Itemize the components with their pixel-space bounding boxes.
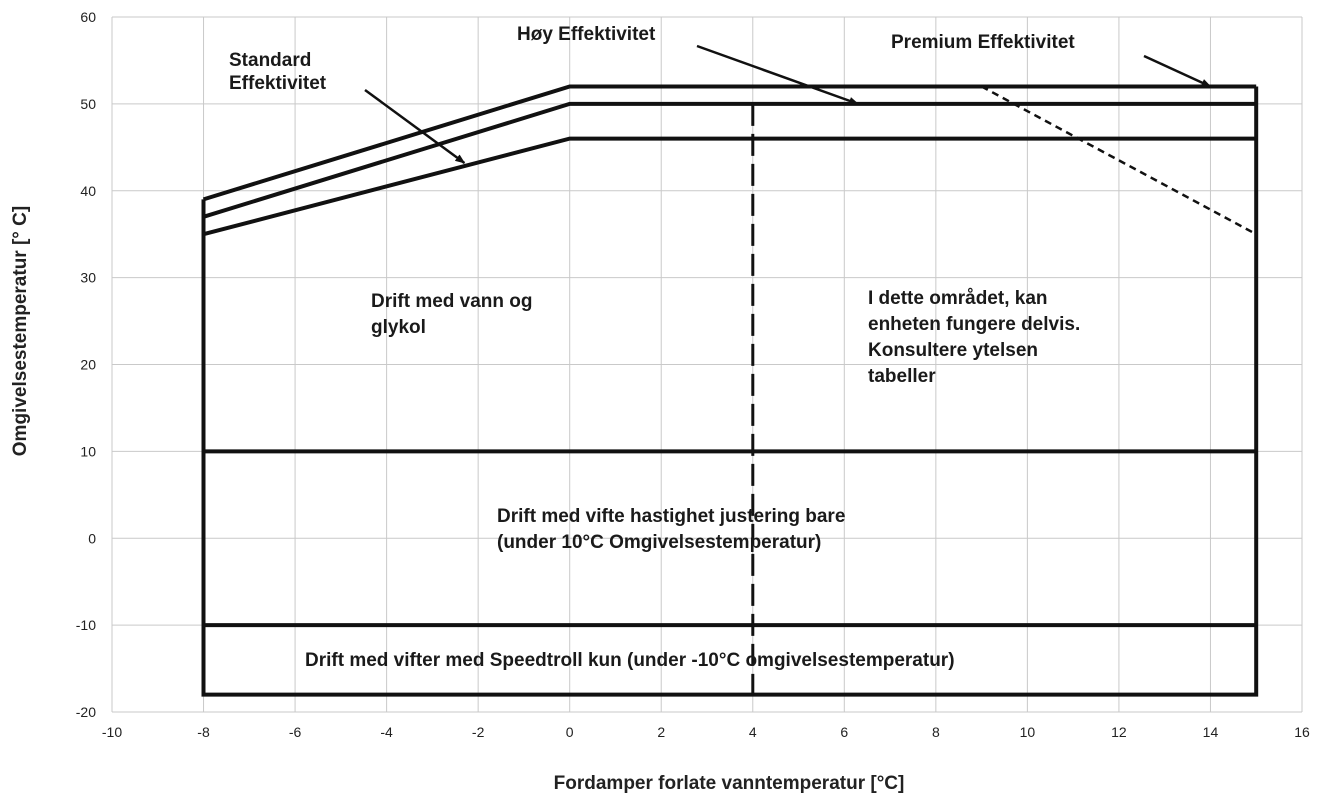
grid <box>111 16 1303 713</box>
annotation-partial-line: Konsultere ytelsen <box>868 340 1038 361</box>
annotation-partial-line: enheten fungere delvis. <box>868 314 1080 335</box>
annotation-prem-arrow <box>1143 54 1212 88</box>
annotation-std-line: Standard <box>229 50 311 71</box>
x-axis-title: Fordamper forlate vanntemperatur [°C] <box>554 773 905 794</box>
x-tick-label: 16 <box>1294 724 1310 740</box>
annotation-partial-line: I dette området, kan <box>868 288 1048 309</box>
y-tick-label: 60 <box>80 9 96 25</box>
x-tick-label: 0 <box>566 724 574 740</box>
annotation-hoy-arrow <box>696 44 859 106</box>
y-tick-label: -10 <box>76 617 96 633</box>
y-tick-label: 20 <box>80 357 96 373</box>
x-tick-label: 4 <box>749 724 757 740</box>
tick-labels: -10 -8 -6 -4 -2 0 2 4 6 8 10 12 14 166050403020100-10… <box>76 9 1310 740</box>
y-tick-label: 0 <box>88 530 96 546</box>
series-standard-effektivitet-line <box>202 136 1257 237</box>
x-tick-label: 14 <box>1203 724 1219 740</box>
annotation-std-line: Effektivitet <box>229 73 327 94</box>
series-lines <box>201 84 1259 697</box>
annotation-fan-line: (under 10°C Omgivelsestemperatur) <box>497 532 821 553</box>
x-tick-label: 12 <box>1111 724 1127 740</box>
annotation-partial-line: tabeller <box>868 366 936 387</box>
series-premium-effektivitet-line <box>202 84 1257 202</box>
annotation-hoy-line: Høy Effektivitet <box>517 24 656 45</box>
annotation-glycol-line: Drift med vann og <box>371 291 533 312</box>
annotation-fan-line: Drift med vifte hastighet justering bare <box>497 506 845 527</box>
y-tick-label: 40 <box>80 183 96 199</box>
boundary-line <box>201 86 1259 697</box>
x-tick-label: -4 <box>380 724 393 740</box>
x-tick-label: 8 <box>932 724 940 740</box>
x-tick-label: -10 <box>102 724 122 740</box>
series-h-y-effektivitet-line <box>202 101 1257 219</box>
annotation-glycol-line: glykol <box>371 317 426 338</box>
annotation-std-arrow <box>364 88 466 164</box>
x-tick-label: -8 <box>197 724 210 740</box>
x-tick-label: -2 <box>472 724 485 740</box>
boundary-line <box>981 85 1257 236</box>
x-tick-label: 10 <box>1020 724 1036 740</box>
annotation-speedtroll-line: Drift med vifter med Speedtroll kun (und… <box>305 650 955 671</box>
y-tick-label: 30 <box>80 270 96 286</box>
x-tick-label: 2 <box>657 724 665 740</box>
y-axis-title: Omgivelsestemperatur [° C] <box>10 206 31 456</box>
y-tick-label: 10 <box>80 443 96 459</box>
y-tick-label: 50 <box>80 96 96 112</box>
x-tick-label: 6 <box>840 724 848 740</box>
annotation-prem-line: Premium Effektivitet <box>891 32 1075 53</box>
y-tick-label: -20 <box>76 704 96 720</box>
x-tick-label: -6 <box>289 724 302 740</box>
